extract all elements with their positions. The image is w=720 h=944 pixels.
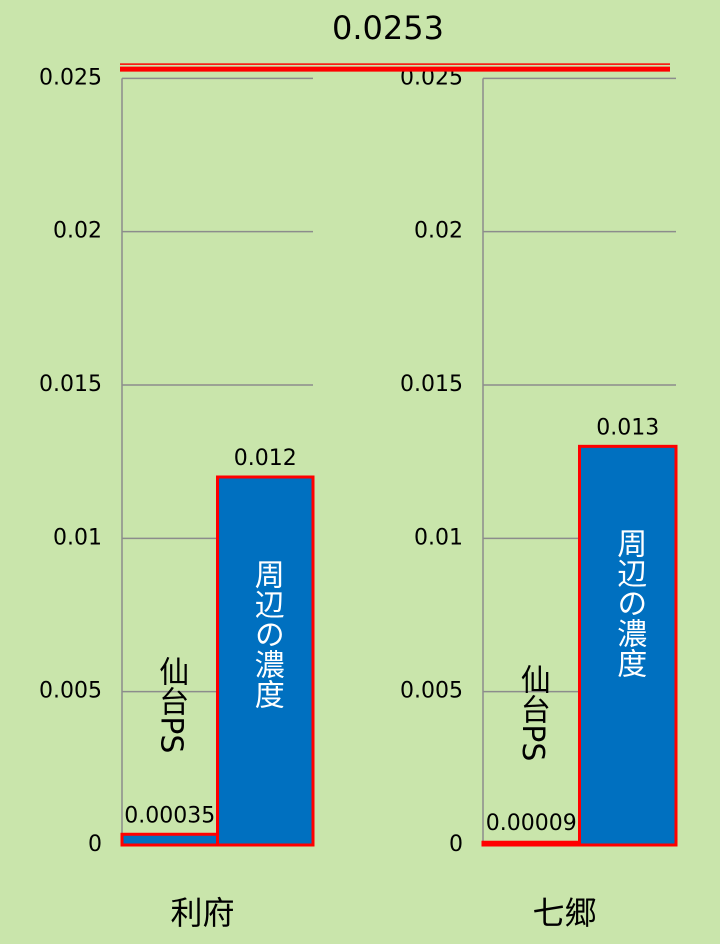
- y-tick-label: 0.015: [400, 372, 463, 397]
- y-tick-label: 0.005: [39, 679, 102, 704]
- y-tick-label: 0.005: [400, 679, 463, 704]
- category-label: 仙台PS: [153, 656, 189, 753]
- value-label: 0.013: [596, 415, 659, 440]
- y-tick-label: 0.01: [53, 525, 102, 550]
- category-label: 周辺の濃度: [611, 528, 647, 678]
- y-tick-label: 0.025: [39, 65, 102, 90]
- bar: [216, 475, 315, 847]
- y-tick-label: 0.01: [414, 525, 463, 550]
- y-tick-label: 0: [88, 832, 102, 857]
- value-label: 0.012: [234, 446, 297, 471]
- value-label: 0.00009: [486, 811, 577, 836]
- bar: [481, 840, 581, 847]
- reference-label: 0.0253: [332, 9, 444, 47]
- panel-title: 七郷: [532, 894, 596, 932]
- y-tick-label: 0: [449, 832, 463, 857]
- y-tick-label: 0.02: [53, 219, 102, 244]
- bar: [578, 444, 678, 847]
- y-tick-label: 0.015: [39, 372, 102, 397]
- bar: [120, 832, 219, 847]
- category-label: 周辺の濃度: [249, 559, 285, 709]
- value-label: 0.00035: [124, 803, 215, 828]
- panel-title: 利府: [170, 894, 234, 932]
- y-tick-label: 0.02: [414, 219, 463, 244]
- category-label: 仙台PS: [515, 664, 551, 761]
